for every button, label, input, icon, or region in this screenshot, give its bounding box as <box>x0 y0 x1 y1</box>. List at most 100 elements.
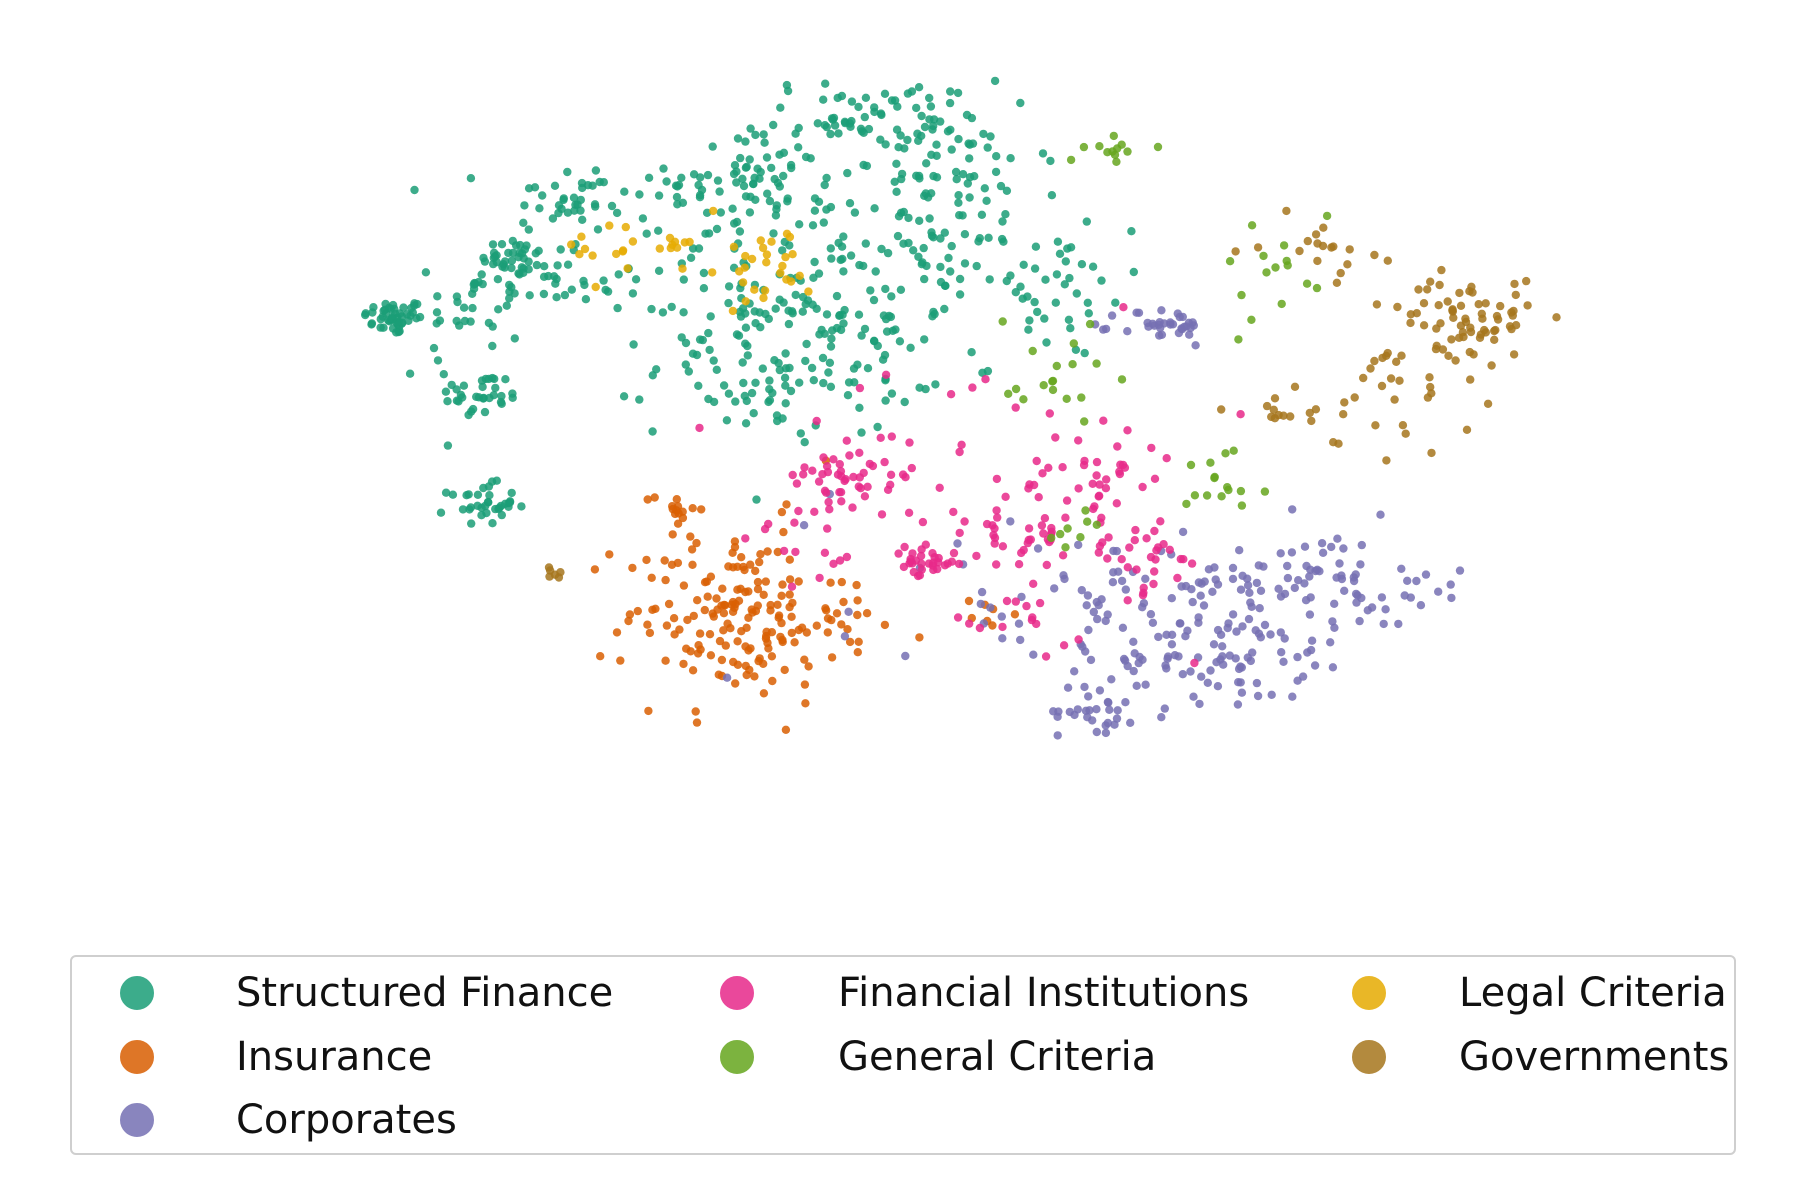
point-structured-finance <box>921 189 930 198</box>
point-insurance <box>683 615 692 625</box>
point-corporates <box>1243 581 1253 590</box>
point-legal-criteria <box>612 249 621 259</box>
point-insurance <box>672 495 681 504</box>
point-corporates <box>1213 625 1223 635</box>
point-financial-institutions <box>1112 499 1122 508</box>
point-general-criteria <box>1095 142 1104 151</box>
point-insurance <box>673 558 683 568</box>
point-financial-institutions <box>1103 554 1112 563</box>
point-financial-institutions <box>1159 540 1168 549</box>
legend-marker-icon <box>720 976 754 1010</box>
point-financial-institutions <box>779 546 789 556</box>
point-structured-finance <box>488 519 497 528</box>
point-corporates <box>1178 670 1188 679</box>
point-legal-criteria <box>580 244 590 254</box>
point-structured-finance <box>507 263 516 273</box>
point-financial-institutions <box>1173 573 1182 583</box>
point-financial-institutions <box>787 582 797 591</box>
point-corporates <box>1006 517 1015 526</box>
point-insurance <box>679 581 689 590</box>
point-structured-finance <box>906 343 915 352</box>
point-governments <box>1339 410 1348 419</box>
point-insurance <box>800 680 810 689</box>
point-governments <box>1350 393 1359 402</box>
point-insurance <box>804 662 813 671</box>
legend-marker-icon <box>120 1103 154 1137</box>
point-structured-finance <box>929 233 938 242</box>
point-insurance <box>762 627 771 636</box>
point-structured-finance <box>854 102 863 112</box>
point-legal-criteria <box>605 221 614 230</box>
point-corporates <box>1394 619 1403 629</box>
point-governments <box>1386 374 1396 383</box>
point-structured-finance <box>466 317 475 326</box>
point-structured-finance <box>1041 275 1050 284</box>
point-insurance <box>737 627 746 636</box>
point-structured-finance <box>983 143 992 152</box>
point-structured-finance <box>952 175 961 184</box>
point-financial-institutions <box>855 473 864 482</box>
point-financial-institutions <box>840 476 849 486</box>
point-structured-finance <box>752 495 761 504</box>
point-legal-criteria <box>778 261 787 271</box>
point-structured-finance <box>834 238 843 248</box>
point-structured-finance <box>800 438 809 447</box>
point-governments <box>1456 301 1466 310</box>
point-financial-institutions <box>880 457 889 467</box>
point-financial-institutions <box>863 482 872 491</box>
point-corporates <box>1187 585 1196 594</box>
point-corporates <box>1328 663 1338 672</box>
point-structured-finance <box>877 244 886 254</box>
point-structured-finance <box>1127 227 1136 236</box>
point-financial-institutions <box>1040 514 1050 523</box>
point-corporates <box>1129 637 1138 646</box>
point-corporates <box>1104 698 1113 707</box>
point-insurance <box>730 542 740 552</box>
point-structured-finance <box>1030 297 1039 307</box>
point-corporates <box>1233 700 1243 709</box>
point-structured-finance <box>812 304 821 313</box>
point-structured-finance <box>392 328 401 337</box>
point-insurance <box>746 644 755 653</box>
point-corporates <box>1092 705 1101 714</box>
point-insurance <box>686 532 695 541</box>
point-general-criteria <box>1182 499 1191 509</box>
point-structured-finance <box>638 214 648 223</box>
point-governments <box>1419 299 1429 308</box>
point-corporates <box>1330 623 1339 632</box>
point-corporates <box>1167 640 1177 649</box>
point-financial-institutions <box>901 473 910 482</box>
point-corporates <box>1033 544 1043 553</box>
point-financial-institutions <box>741 534 750 543</box>
point-insurance <box>624 616 633 626</box>
point-financial-institutions <box>975 623 985 633</box>
point-financial-institutions <box>1139 583 1148 592</box>
point-financial-institutions <box>1024 535 1034 545</box>
point-general-criteria <box>1109 131 1119 141</box>
point-structured-finance <box>642 229 651 238</box>
point-corporates <box>1381 605 1390 614</box>
point-structured-finance <box>835 311 844 320</box>
point-structured-finance <box>719 381 729 390</box>
point-structured-finance <box>694 381 703 390</box>
point-structured-finance <box>940 228 949 237</box>
point-governments <box>1427 448 1436 458</box>
point-structured-finance <box>519 218 528 227</box>
point-corporates <box>1294 576 1303 585</box>
point-insurance <box>768 676 777 686</box>
point-insurance <box>688 504 697 513</box>
point-structured-finance <box>769 229 778 238</box>
point-insurance <box>915 633 924 642</box>
point-financial-institutions <box>965 619 974 628</box>
point-insurance <box>700 605 709 615</box>
point-financial-institutions <box>1089 504 1098 514</box>
point-structured-finance <box>556 245 565 254</box>
point-structured-finance <box>538 191 547 200</box>
point-financial-institutions <box>1138 482 1147 492</box>
point-insurance <box>670 630 679 639</box>
point-corporates <box>1288 692 1297 701</box>
point-corporates <box>1016 635 1025 645</box>
point-general-criteria <box>1068 360 1077 369</box>
point-corporates <box>1253 691 1263 701</box>
point-insurance <box>645 628 655 638</box>
